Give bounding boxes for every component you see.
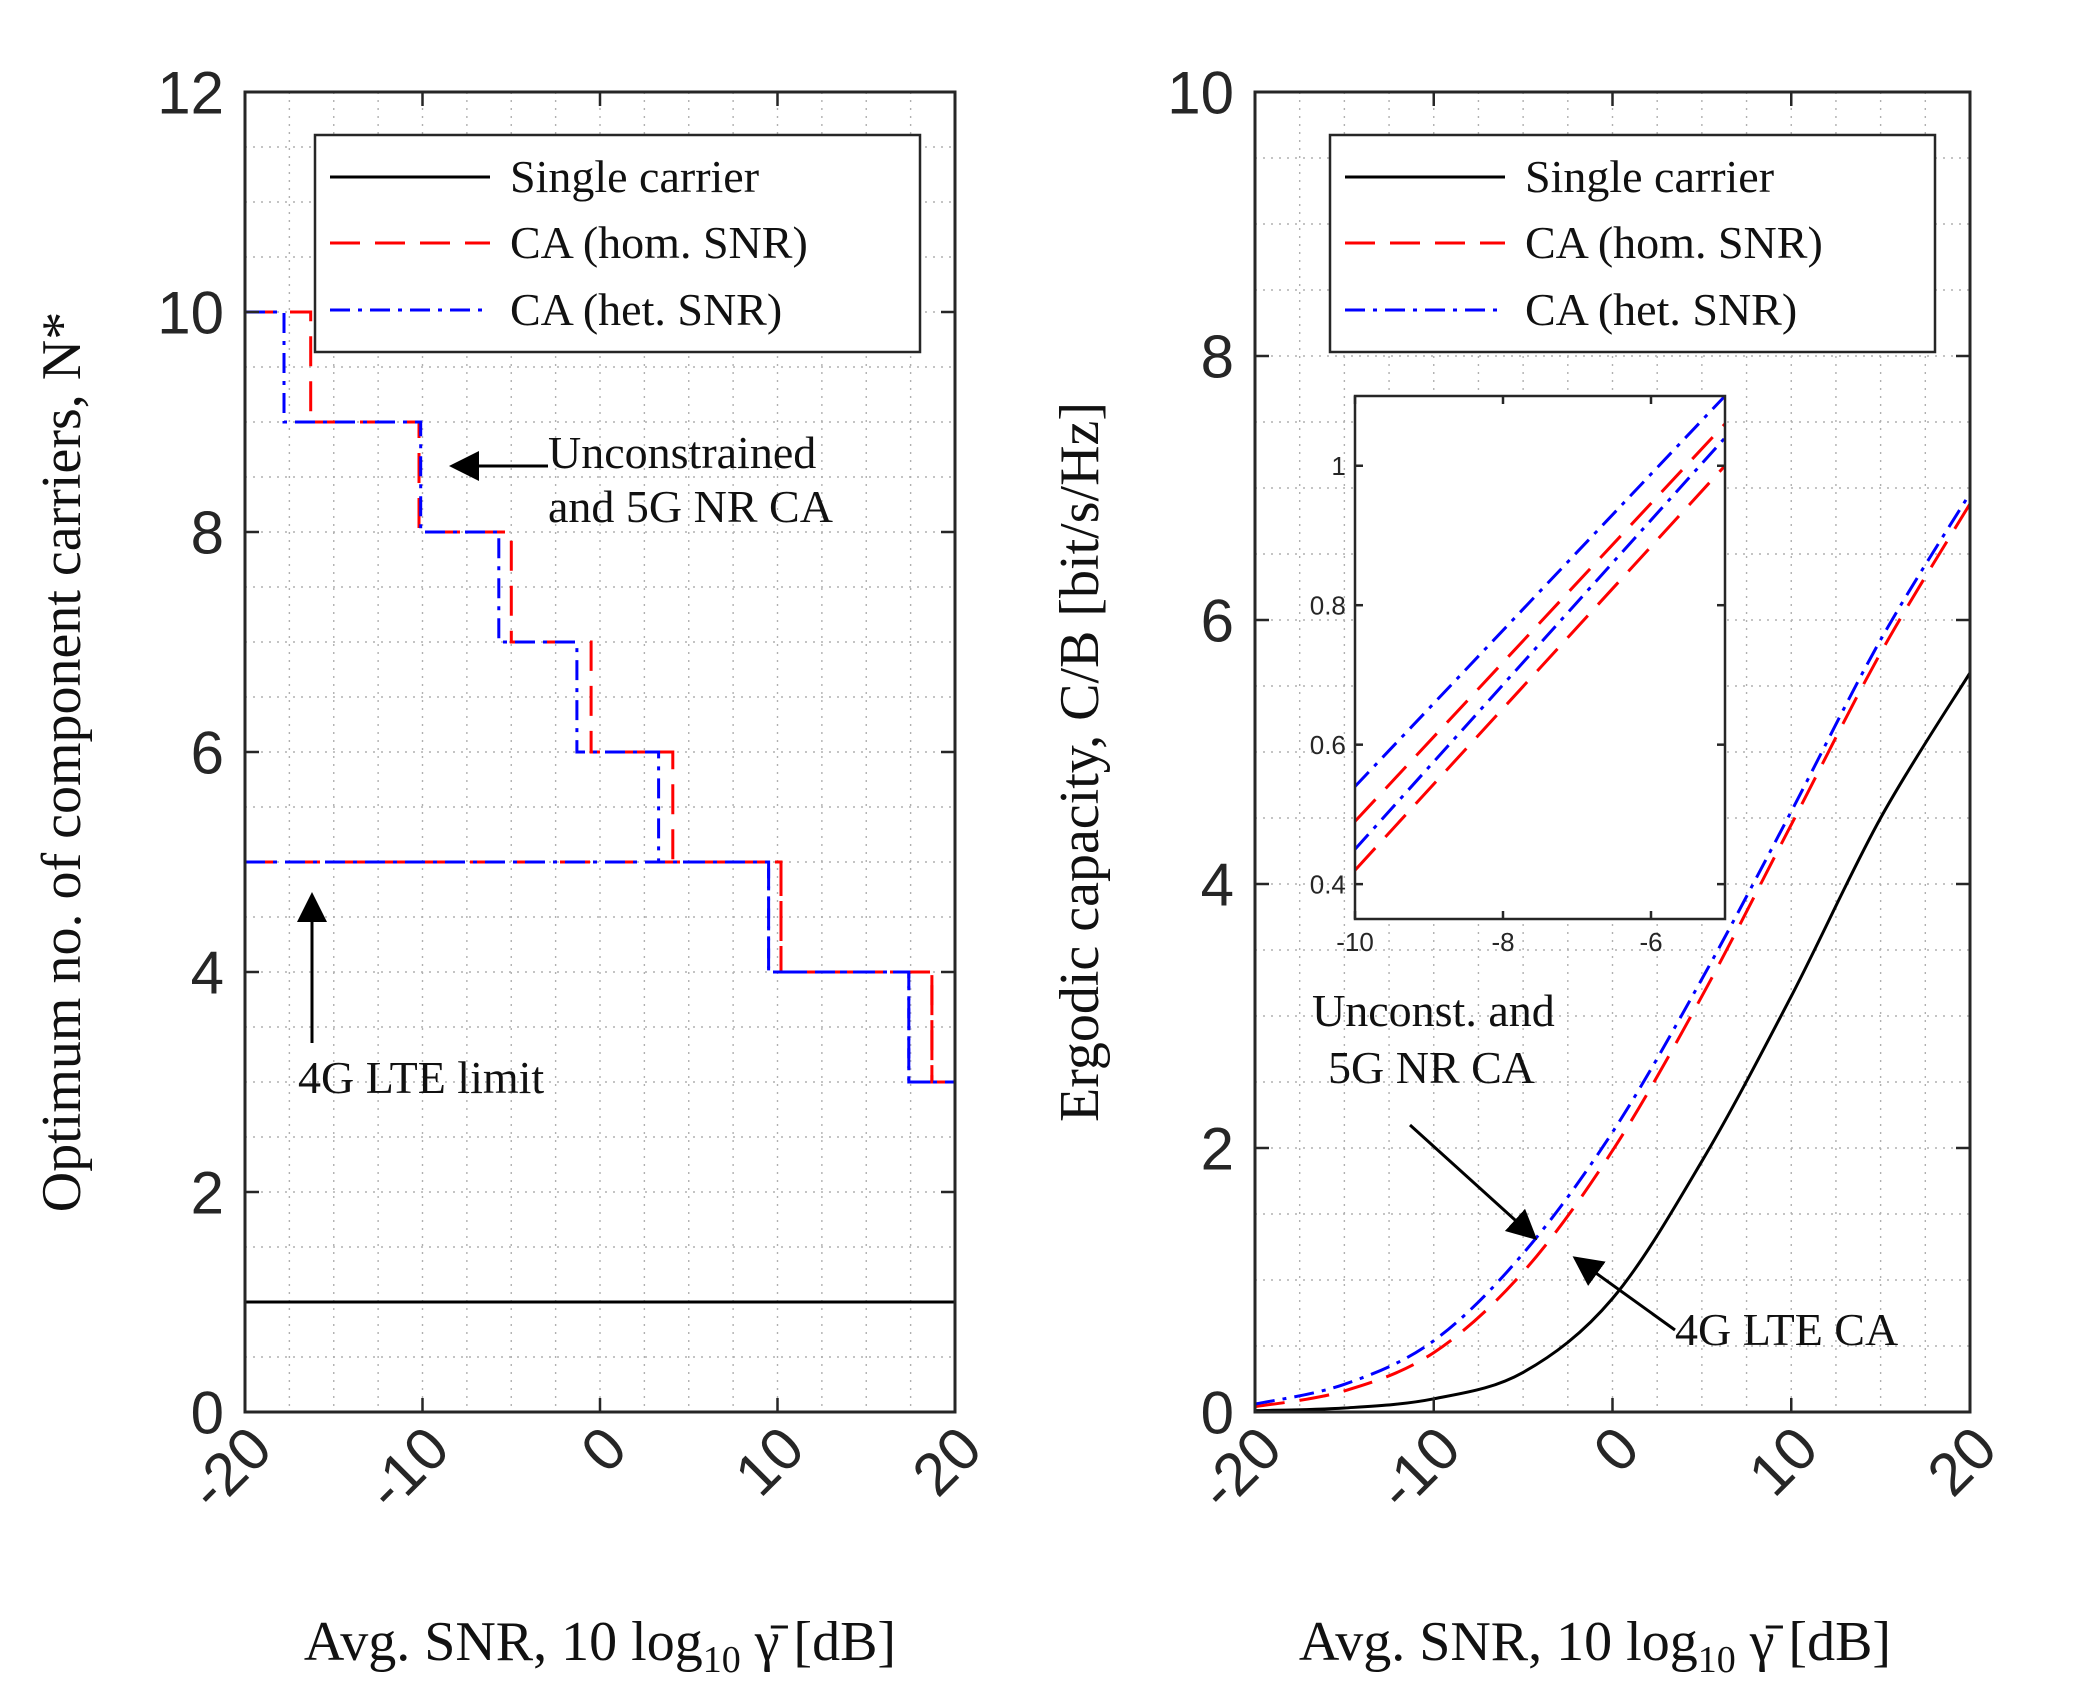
left-annotation-unconstrained-2: and 5G NR CA [548,481,833,532]
series-het-2 [1254,492,1972,1406]
series-single-0 [1254,672,1972,1413]
right-legend-het-label: CA (het. SNR) [1525,284,1797,335]
series-het-4 [245,860,955,1084]
right-arrow-lte [1572,1256,1676,1332]
right-annotation-lte: 4G LTE CA [1675,1304,1898,1355]
right-xlabel: Avg. SNR, 10 log10 γ̄ [dB] [1299,1611,1891,1681]
inset-series [1353,394,1727,872]
y-tick-label: 8 [1201,324,1234,391]
left-legend-single-label: Single carrier [510,151,759,202]
x-tick-label: -10 [1336,927,1374,957]
series-het-2 [1353,394,1727,788]
series-hom-1 [1353,464,1727,872]
right-legend-hom-label: CA (hom. SNR) [1525,217,1823,268]
right-ylabel: Ergodic capacity, C/B [bit/s/Hz] [1049,402,1111,1122]
series-het-3 [1353,436,1727,851]
y-tick-label: 0 [1201,1380,1234,1447]
right-arrow-unconst [1408,1123,1538,1241]
y-tick-label: 6 [191,720,224,787]
y-tick-label: 12 [157,60,224,127]
right-annotation-unconst-1: Unconst. and [1312,985,1555,1036]
y-tick-label: 2 [1201,1116,1234,1183]
y-tick-label: 10 [1167,60,1234,127]
series-hom-0 [1353,422,1727,823]
left-xlabel: Avg. SNR, 10 log10 γ̄ [dB] [304,1611,896,1681]
left-ylabel-text: Optimum no. of component carriers, N* [31,312,93,1212]
left-legend: Single carrier CA (hom. SNR) CA (het. SN… [313,133,922,354]
left-series [245,310,955,1304]
y-tick-label: 2 [191,1160,224,1227]
y-tick-label: 0.4 [1310,869,1346,899]
y-tick-label: 4 [1201,852,1234,919]
y-tick-label: 10 [157,280,224,347]
left-legend-het-label: CA (het. SNR) [510,284,782,335]
right-ylabel-text: Ergodic capacity, C/B [bit/s/Hz] [1049,402,1111,1122]
left-annotation-lte: 4G LTE limit [298,1052,544,1103]
right-legend: Single carrier CA (hom. SNR) CA (het. SN… [1328,133,1937,354]
right-annotation-unconst-2: 5G NR CA [1328,1042,1535,1093]
x-tick-label: -8 [1491,927,1514,957]
y-tick-label: 0.6 [1310,730,1346,760]
inset-background [1355,396,1725,919]
y-tick-label: 0.8 [1310,591,1346,621]
left-annotation-unconstrained-1: Unconstrained [548,427,816,478]
inset-ticks: -10 -8 -6 0.4 0.6 0.8 1 [1310,396,1725,957]
y-tick-label: 8 [191,500,224,567]
y-tick-label: 0 [191,1380,224,1447]
right-legend-single-label: Single carrier [1525,151,1774,202]
y-tick-label: 6 [1201,588,1234,655]
y-tick-label: 1 [1331,451,1345,481]
x-tick-label: -6 [1639,927,1662,957]
inset-chart: -10 -8 -6 0.4 0.6 0.8 1 [1310,394,1727,957]
left-legend-hom-label: CA (hom. SNR) [510,217,808,268]
inset-frame [1353,394,1727,921]
series-hom-1 [1254,503,1972,1409]
right-series [1254,492,1972,1413]
y-tick-label: 4 [191,940,224,1007]
left-ylabel: Optimum no. of component carriers, N* [31,312,93,1212]
